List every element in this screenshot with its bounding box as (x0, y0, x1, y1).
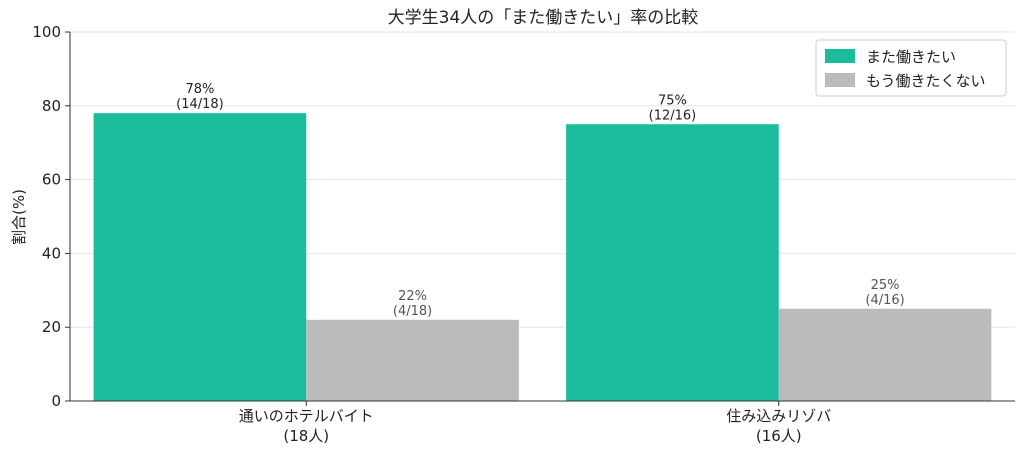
bar-value-label: 78% (185, 82, 214, 97)
x-tick-sublabel: (18人) (283, 427, 329, 445)
chart-title: 大学生34人の「また働きたい」率の比較 (388, 8, 699, 28)
axes: 0 20 40 60 80 100 通いのホテルバイト (18人) 住み込みリゾバ (16人) (32, 23, 1015, 445)
bar-count-label: (4/16) (865, 293, 904, 308)
y-tick-label: 80 (42, 97, 61, 115)
legend-swatch (825, 73, 855, 87)
bar-count-label: (12/16) (649, 108, 697, 123)
bar-count-label: (14/18) (176, 97, 224, 112)
bars (93, 113, 992, 402)
bar-value-label: 22% (398, 289, 427, 304)
legend-box (815, 39, 1007, 97)
bar-want-again-0 (93, 113, 307, 402)
y-tick-label: 100 (32, 23, 61, 41)
x-tick-label: 通いのホテルバイト (239, 407, 374, 425)
legend-label: また働きたい (866, 48, 956, 66)
y-tick-label: 40 (42, 244, 61, 262)
y-axis-label: 割合(%) (10, 189, 28, 245)
bar-not-again-1 (778, 308, 992, 401)
bar-not-again-0 (306, 319, 519, 401)
bar-value-label: 25% (871, 278, 900, 293)
bar-want-again-1 (566, 124, 779, 401)
x-tick-label: 住み込みリゾバ (726, 407, 831, 425)
x-tick-sublabel: (16人) (756, 427, 802, 445)
legend-swatch (825, 49, 855, 63)
bar-value-label: 75% (658, 93, 687, 108)
y-tick-label: 20 (42, 318, 61, 336)
bar-count-label: (4/18) (393, 304, 432, 319)
legend-label: もう働きたくない (866, 72, 986, 90)
y-tick-label: 0 (51, 392, 61, 410)
labels: 78%(14/18) 22%(4/18) 75%(12/16) 25%(4/16) (176, 82, 905, 319)
y-tick-label: 60 (42, 171, 61, 189)
